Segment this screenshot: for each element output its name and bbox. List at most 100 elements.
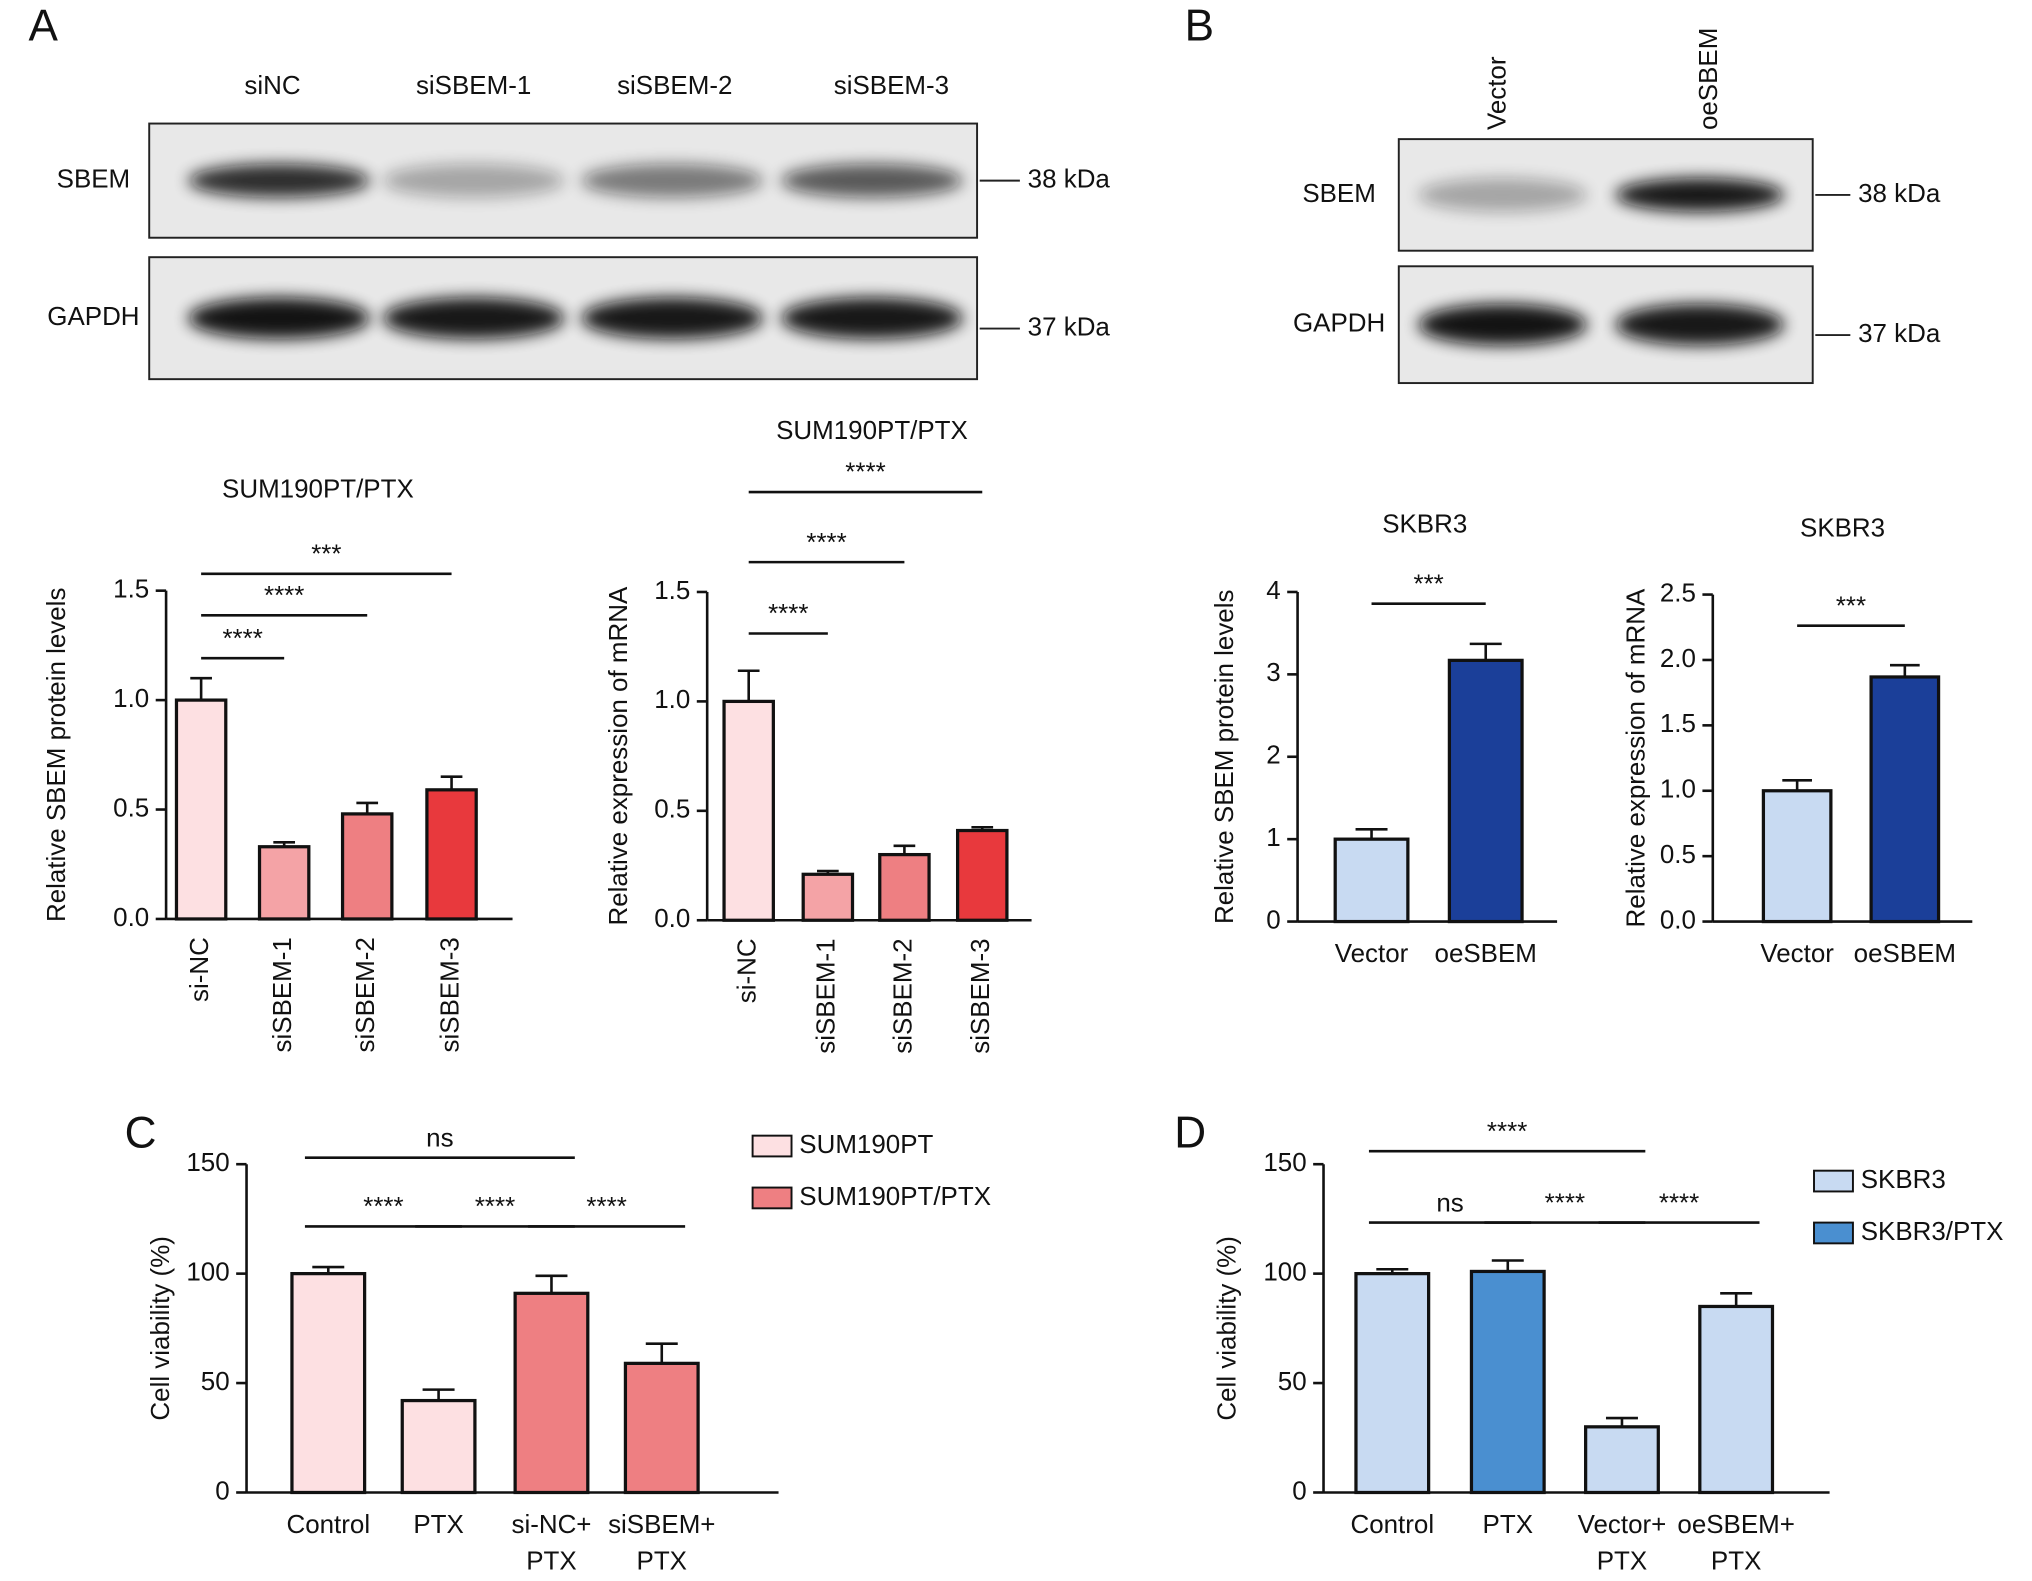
x-tick-label: siSBEM-3 — [967, 938, 995, 1053]
y-axis-label: Relative expression of mRNA — [605, 586, 633, 925]
bar — [290, 1272, 367, 1495]
bar — [257, 845, 311, 921]
y-tick-label: 150 — [1263, 1149, 1306, 1177]
significance-label: **** — [363, 1193, 403, 1221]
blot-band — [382, 163, 565, 198]
bar — [1698, 1304, 1775, 1495]
legend-label: SKBR3/PTX — [1861, 1218, 2004, 1246]
legend-label: SKBR3 — [1861, 1166, 1946, 1194]
error-bar — [1355, 827, 1388, 840]
bar — [1447, 658, 1524, 924]
bar — [1354, 1272, 1431, 1495]
y-tick-label: 1 — [1266, 824, 1280, 852]
bar — [1584, 1425, 1660, 1495]
size-label: 37 kDa — [1028, 313, 1111, 341]
significance-label: *** — [1413, 570, 1443, 598]
significance-label: **** — [1659, 1189, 1699, 1217]
y-tick-label: 1.5 — [113, 576, 149, 604]
x-tick-label: PTX — [1483, 1511, 1533, 1539]
x-tick-label: oeSBEM+ PTX — [1677, 1511, 1795, 1575]
protein-label: SBEM — [1302, 180, 1376, 208]
y-tick-label: 0.0 — [113, 904, 149, 932]
blot-band — [188, 163, 370, 198]
bar — [400, 1398, 477, 1495]
bar — [1469, 1269, 1546, 1495]
bar — [174, 698, 228, 921]
y-tick-label: 0 — [1292, 1477, 1306, 1505]
x-tick-label: siSBEM-3 — [436, 937, 464, 1052]
significance-label: *** — [1836, 592, 1866, 620]
y-tick-label: 1.5 — [654, 577, 690, 605]
size-label: 38 kDa — [1028, 165, 1111, 193]
error-bar — [356, 801, 379, 814]
x-tick-label: Control — [1350, 1511, 1434, 1539]
error-bar — [190, 676, 212, 701]
blot-band — [781, 297, 963, 339]
y-tick-label: 2 — [1266, 742, 1280, 770]
x-tick-label: siSBEM-2 — [352, 937, 380, 1052]
lane-label: siSBEM-3 — [834, 72, 949, 100]
error-bar — [440, 775, 463, 790]
y-tick-label: 0.0 — [654, 905, 690, 933]
panel-label: A — [29, 1, 59, 50]
bar — [801, 872, 855, 922]
protein-label: SBEM — [57, 165, 131, 193]
blot-band — [382, 297, 565, 339]
y-axis-label: Relative SBEM protein levels — [1211, 590, 1239, 924]
size-label: 38 kDa — [1858, 180, 1941, 208]
blot-band — [581, 163, 763, 198]
y-tick-label: 50 — [1278, 1368, 1307, 1396]
x-tick-label: siSBEM-1 — [813, 938, 841, 1053]
lane-label: siSBEM-2 — [617, 72, 732, 100]
y-tick-label: 0 — [215, 1477, 229, 1505]
lane-label: siNC — [244, 72, 300, 100]
significance-label: **** — [768, 600, 808, 628]
y-axis-label: Relative expression of mRNA — [1622, 588, 1650, 927]
blot-band — [1615, 178, 1785, 212]
significance-label: **** — [586, 1193, 626, 1221]
chart-title: SUM190PT/PTX — [222, 476, 414, 504]
blot-band — [781, 163, 963, 198]
bar — [513, 1291, 590, 1495]
bar — [722, 699, 775, 922]
blot-band — [1615, 303, 1785, 346]
protein-label: GAPDH — [47, 303, 139, 331]
significance-label: **** — [1487, 1118, 1527, 1146]
y-tick-label: 1.0 — [113, 685, 149, 713]
y-tick-label: 1.5 — [1660, 710, 1696, 738]
size-label: 37 kDa — [1858, 320, 1941, 348]
error-bar — [1469, 642, 1502, 661]
legend-swatch — [751, 1186, 793, 1210]
y-tick-label: 1.0 — [654, 686, 690, 714]
bar — [878, 852, 931, 922]
y-tick-label: 2.0 — [1660, 645, 1696, 673]
legend-swatch — [1813, 1221, 1854, 1245]
x-tick-label: si-NC — [186, 937, 214, 1002]
chart-title: SKBR3 — [1800, 515, 1885, 543]
x-tick-label: Vector — [1760, 940, 1834, 968]
y-tick-label: 0.0 — [1660, 906, 1696, 934]
bar — [340, 812, 394, 921]
y-tick-label: 0.5 — [1660, 841, 1696, 869]
y-tick-label: 150 — [186, 1149, 229, 1177]
x-tick-label: si-NC+ PTX — [511, 1511, 591, 1575]
significance-label: *** — [311, 540, 341, 568]
legend-label: SUM190PT — [799, 1131, 933, 1159]
bar — [623, 1361, 700, 1495]
lane-label: Vector — [1484, 56, 1512, 130]
error-bar — [1782, 778, 1812, 791]
x-tick-label: Vector — [1335, 940, 1409, 968]
chart-title: SKBR3 — [1382, 511, 1467, 539]
bar — [425, 788, 478, 921]
error-bar — [1491, 1259, 1524, 1272]
y-axis-label: Cell viability (%) — [1214, 1236, 1242, 1420]
error-bar — [535, 1274, 568, 1294]
error-bar — [1889, 663, 1920, 677]
y-axis-label: Cell viability (%) — [147, 1236, 175, 1420]
error-bar — [422, 1388, 455, 1401]
blot-band — [1418, 178, 1587, 212]
y-axis-label: Relative SBEM protein levels — [43, 588, 71, 922]
significance-label: ns — [1436, 1189, 1463, 1217]
x-tick-label: oeSBEM — [1435, 940, 1537, 968]
